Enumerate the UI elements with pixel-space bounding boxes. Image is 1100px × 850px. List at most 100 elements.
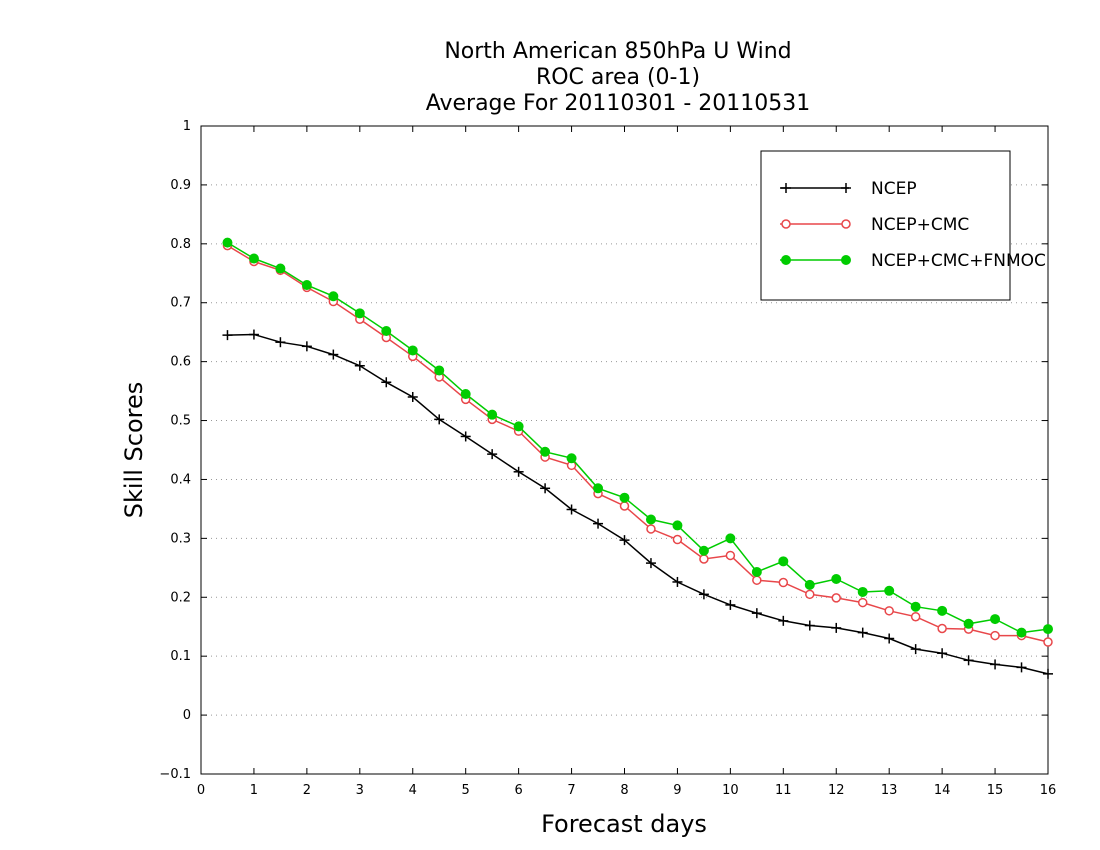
x-tick-label: 3	[356, 783, 364, 798]
data-point	[804, 579, 815, 590]
y-tick-label: 0.9	[170, 178, 191, 193]
data-point	[1043, 624, 1053, 635]
data-point	[831, 593, 841, 603]
data-point	[725, 550, 736, 561]
data-point	[328, 291, 339, 302]
x-tick-label: 12	[828, 783, 845, 798]
y-tick-label: 0.8	[170, 237, 191, 252]
series-ncep-cmc	[222, 240, 1053, 647]
data-point	[248, 253, 259, 264]
data-point	[751, 566, 762, 577]
data-point	[841, 219, 851, 229]
chart-title-line: North American 850hPa U Wind	[444, 39, 791, 64]
data-point	[963, 618, 974, 629]
data-point	[778, 556, 789, 567]
data-point	[752, 575, 762, 585]
legend: NCEP NCEP+CMC NCEP+CMC+FNMOC	[760, 150, 1046, 301]
data-point	[857, 597, 868, 608]
data-point	[1016, 627, 1027, 638]
data-point	[778, 577, 789, 588]
x-tick-label: 1	[250, 783, 258, 798]
data-point	[831, 574, 842, 585]
data-point	[434, 365, 445, 376]
x-tick-label: 10	[722, 783, 739, 798]
data-series	[222, 237, 1053, 679]
data-point	[990, 614, 1001, 625]
data-point	[381, 326, 392, 337]
axis-ticks: −0.100.10.20.30.40.50.60.70.80.910 1 2 3 4 5 6…	[159, 119, 1056, 798]
data-point	[990, 630, 1000, 641]
y-tick-label: 0.1	[170, 649, 191, 664]
data-point	[841, 255, 851, 265]
data-point	[566, 453, 577, 464]
x-tick-label: 4	[409, 783, 417, 798]
x-tick-label: 8	[620, 783, 628, 798]
data-point	[910, 611, 921, 622]
data-point	[699, 554, 709, 564]
x-tick-label: 13	[881, 783, 898, 798]
data-point	[354, 308, 365, 319]
data-point	[460, 389, 471, 400]
data-point	[910, 601, 921, 612]
series-ncep	[222, 329, 1053, 679]
data-point	[884, 585, 895, 596]
data-point	[725, 533, 736, 544]
y-axis-label: Skill Scores	[120, 382, 148, 519]
x-tick-label: 0	[197, 783, 205, 798]
data-point	[645, 514, 656, 525]
data-point	[222, 237, 233, 248]
data-point	[884, 606, 894, 616]
data-point	[672, 520, 683, 531]
data-point	[301, 280, 312, 291]
x-tick-label: 6	[514, 783, 522, 798]
data-point	[805, 589, 815, 600]
legend-box	[760, 150, 1011, 301]
x-tick-label: 7	[567, 783, 575, 798]
y-tick-label: 0.5	[170, 414, 191, 429]
data-point	[698, 545, 709, 556]
data-point	[646, 524, 656, 534]
x-tick-label: 11	[775, 783, 792, 798]
data-point	[937, 623, 947, 634]
data-point	[487, 409, 498, 420]
x-tick-label: 16	[1040, 783, 1057, 798]
y-tick-label: 1	[183, 119, 191, 134]
series-line	[227, 333, 1049, 675]
y-tick-label: 0.6	[170, 355, 191, 370]
y-tick-label: 0.3	[170, 531, 191, 546]
data-point	[593, 483, 604, 494]
y-tick-label: 0.7	[170, 296, 191, 311]
x-tick-label: 15	[987, 783, 1004, 798]
x-tick-label: 9	[673, 783, 681, 798]
data-point	[540, 446, 551, 457]
y-tick-label: 0.4	[170, 472, 191, 487]
series-line	[227, 244, 1049, 643]
chart-title-line: ROC area (0-1)	[536, 65, 700, 90]
legend-label: NCEP	[871, 179, 917, 199]
x-tick-label: 2	[303, 783, 311, 798]
data-point	[781, 219, 791, 229]
x-axis-label: Forecast days	[541, 810, 707, 838]
legend-item: NCEP+CMC	[780, 215, 969, 235]
data-point	[1043, 637, 1053, 647]
data-point	[937, 605, 948, 616]
data-point	[672, 534, 683, 545]
data-point	[275, 263, 286, 274]
data-point	[857, 586, 868, 597]
legend-label: NCEP+CMC+FNMOC	[871, 251, 1046, 271]
data-point	[513, 421, 524, 432]
data-point	[781, 255, 791, 265]
series-ncep-cmc-fnmoc	[222, 237, 1053, 638]
data-point	[407, 345, 418, 356]
legend-item: NCEP+CMC+FNMOC	[780, 251, 1046, 271]
y-tick-label: 0.2	[170, 590, 191, 605]
data-point	[619, 501, 630, 511]
legend-item: NCEP	[780, 179, 917, 199]
data-point	[619, 492, 630, 503]
y-tick-label: −0.1	[159, 767, 191, 782]
y-tick-label: 0	[183, 708, 191, 723]
series-line	[227, 241, 1049, 634]
x-tick-label: 14	[934, 783, 951, 798]
chart-title-line: Average For 20110301 - 20110531	[426, 91, 811, 116]
